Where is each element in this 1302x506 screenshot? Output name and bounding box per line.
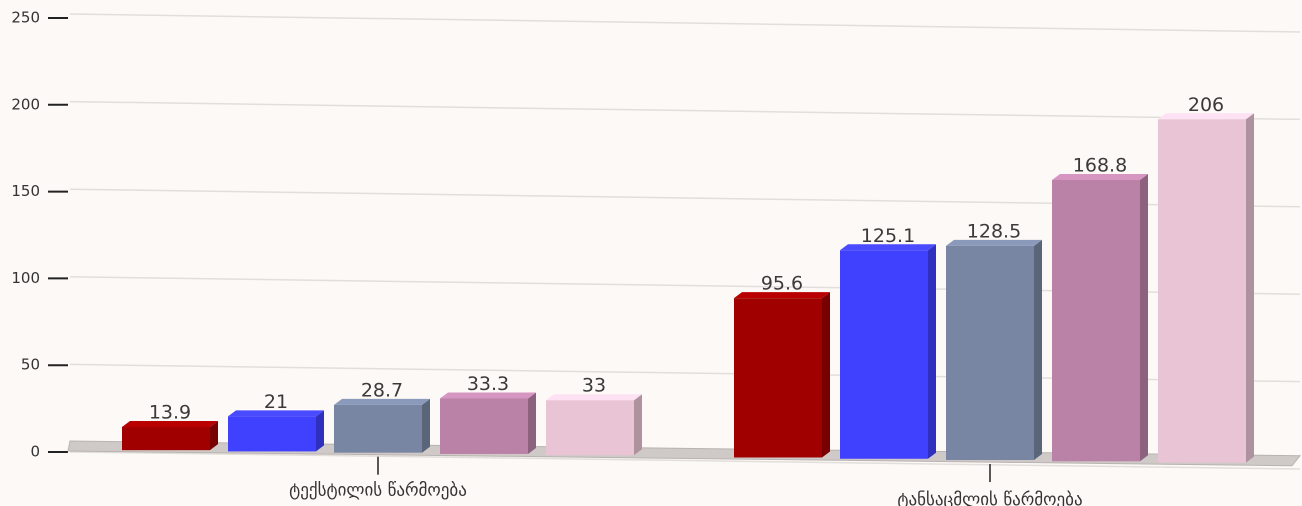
value-label: 21 [264,391,288,413]
bar-top [946,239,1042,246]
bar [334,404,422,453]
grid-line [69,451,1301,470]
y-tick-label: 0 [30,443,40,461]
bar-side [928,244,936,459]
bar-top [734,292,830,299]
bar [1052,179,1140,462]
bar-top [440,392,536,399]
bar-top [334,398,430,405]
value-label: 28.7 [361,379,403,401]
value-label: 33 [582,375,606,397]
value-label: 33.3 [467,373,509,395]
bar-top [1158,113,1254,120]
value-label: 168.8 [1073,154,1127,176]
x-tick-label: ტანსაცმლის წარმოება [897,490,1082,506]
grid-line [69,100,1301,121]
value-label: 95.6 [761,273,803,295]
value-label: 13.9 [149,401,191,423]
grid-line [69,13,1301,33]
bar [734,298,822,458]
bar [1158,119,1246,463]
bar-side [210,420,218,451]
y-tick-label: 50 [21,356,40,374]
y-tick-label: 100 [11,269,40,287]
bar [440,398,528,454]
bar-side [634,394,642,456]
bar-side [1246,113,1254,463]
bar [946,245,1034,461]
x-tick-label: ტექსტილის წარმოება [289,481,467,501]
y-tick-label: 150 [11,182,40,200]
bar [546,400,634,456]
bar-top [840,244,936,251]
value-label: 125.1 [861,225,915,247]
bar [840,250,928,459]
value-label: 206 [1188,94,1224,116]
bar-side [1034,239,1042,461]
bar [228,416,316,452]
y-tick-label: 250 [11,9,40,27]
value-label: 128.5 [967,220,1021,242]
bar-top [122,420,218,427]
bar [122,426,210,451]
bar-top [1052,173,1148,180]
bar-side [316,410,324,452]
bar-top [228,410,324,417]
bar-side [422,398,430,453]
bar-top [546,394,642,401]
bar-side [1140,173,1148,462]
y-tick-label: 200 [11,95,40,113]
bar-side [528,392,536,454]
bar-side [822,292,830,458]
